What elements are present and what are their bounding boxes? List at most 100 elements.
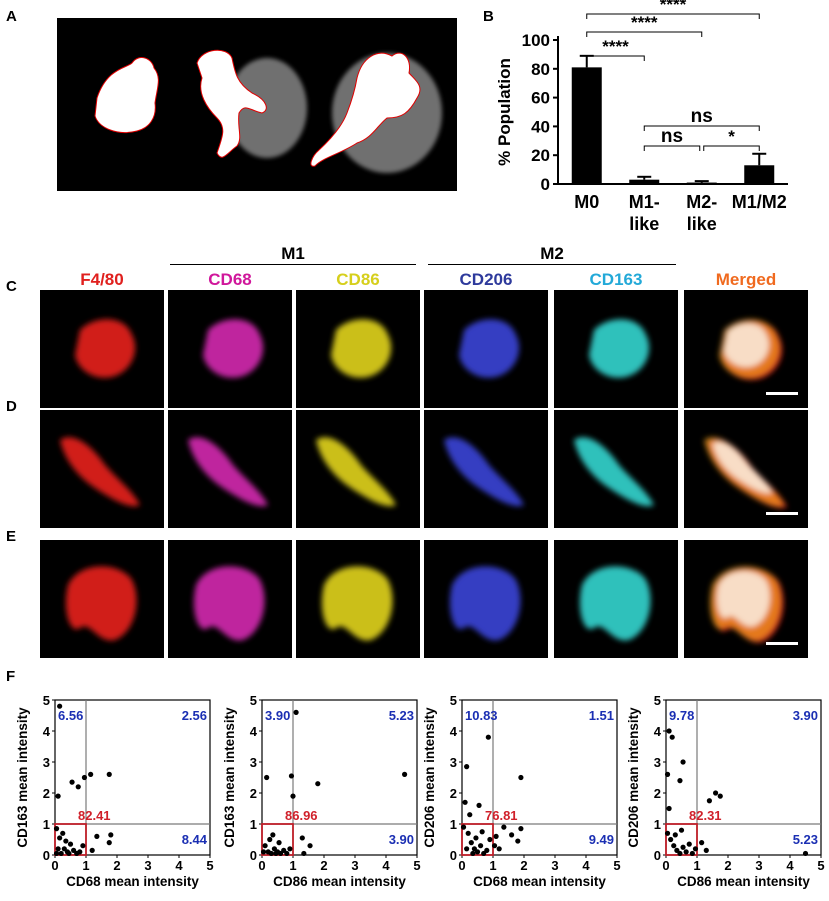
- data-point: [88, 771, 94, 777]
- significance-bracket: [586, 13, 760, 19]
- y-axis-label: CD206 mean intensity: [626, 707, 641, 848]
- data-point: [493, 833, 499, 839]
- data-point: [268, 850, 274, 857]
- x-tick-label: 3: [144, 858, 151, 873]
- data-point: [260, 849, 267, 855]
- significance-bracket: [643, 125, 760, 131]
- data-point: [299, 835, 305, 841]
- x-tick-label: 2: [724, 858, 731, 873]
- bar-m0: [571, 67, 602, 184]
- micrograph-row1-merged: [684, 290, 808, 408]
- plot-frame: [261, 699, 418, 856]
- panel-label-d: D: [6, 398, 17, 415]
- y-tick-label: 2: [450, 786, 457, 801]
- micrograph-row2-cd68: [168, 410, 292, 528]
- quadrant-lower-right: 8.44: [182, 832, 208, 847]
- cell-image: [188, 437, 268, 507]
- cell-image: [719, 319, 783, 380]
- micrograph-row3-merged: [684, 540, 808, 658]
- x-tick-label: 5: [206, 858, 213, 873]
- error-bar: [637, 175, 652, 180]
- quadrant-upper-right: 2.56: [182, 708, 207, 723]
- x-tick-label: 0: [51, 858, 58, 873]
- micrograph-row1-cd86: [296, 290, 420, 408]
- channel-label-cd206: CD206: [459, 270, 513, 289]
- data-point: [464, 846, 470, 852]
- scale-bar: [766, 392, 798, 395]
- data-point: [67, 841, 74, 847]
- cell-outline-image: [94, 49, 442, 173]
- data-point: [273, 850, 279, 857]
- data-point: [53, 850, 60, 857]
- data-point: [478, 843, 484, 849]
- group-label-m2: M2: [540, 244, 564, 263]
- micrograph-row2-merged: [684, 410, 808, 528]
- data-point: [474, 849, 481, 855]
- scatter-plot-2: 00 1 1 2 2 3 3 4 4 5 5 3.90 5.23 86.96 3.90 CD86 mean i…: [222, 693, 421, 889]
- category-label: like: [629, 214, 659, 234]
- data-point: [713, 790, 719, 796]
- data-point: [470, 850, 476, 857]
- data-point: [80, 843, 86, 849]
- x-tick-label: 0: [662, 858, 669, 873]
- y-tick-label: 20: [531, 146, 550, 165]
- x-tick-label: 2: [520, 858, 527, 873]
- y-tick-label: 40: [531, 117, 550, 136]
- data-point: [683, 849, 689, 855]
- data-point: [57, 703, 63, 709]
- y-tick-label: 0: [450, 848, 457, 863]
- cell-image: [331, 319, 392, 378]
- panel-label-a: A: [6, 8, 17, 25]
- x-axis-label: CD68 mean intensity: [473, 874, 606, 889]
- data-point: [518, 774, 524, 781]
- x-axis-label: CD86 mean intensity: [677, 874, 810, 889]
- significance-bracket: [586, 31, 703, 37]
- data-point: [57, 835, 63, 841]
- y-tick-label: 5: [654, 693, 661, 708]
- y-tick-label: 0: [43, 848, 50, 863]
- y-tick-label: 3: [654, 755, 661, 770]
- x-tick-label: 2: [113, 858, 120, 873]
- micrograph-row3-cd68: [168, 540, 292, 658]
- group-line-m2: [428, 264, 676, 265]
- data-point: [515, 838, 521, 844]
- category-label: M0: [574, 192, 599, 212]
- panel-label-f: F: [6, 668, 16, 685]
- plot-frame: [461, 699, 618, 856]
- y-tick-label: 2: [43, 786, 50, 801]
- y-tick-label: 80: [531, 60, 550, 79]
- y-tick-label: 100: [522, 31, 550, 50]
- category-label: like: [687, 214, 717, 234]
- data-point: [94, 833, 100, 839]
- quadrant-upper-left: 3.90: [265, 708, 290, 723]
- cell-image: [65, 566, 137, 641]
- y-tick-label: 2: [654, 786, 661, 801]
- cell-image: [709, 566, 784, 643]
- y-axis-label: % Population: [495, 58, 514, 166]
- quadrant-lower-right: 3.90: [389, 832, 414, 847]
- category-label: M1-: [629, 192, 660, 212]
- plot-frame: [665, 699, 822, 856]
- data-point: [468, 840, 474, 846]
- error-bar: [694, 180, 709, 183]
- panel-label-e: E: [6, 528, 17, 545]
- x-tick-label: 5: [817, 858, 824, 873]
- bar-m1-like: [629, 179, 660, 184]
- micrograph-row2-cd86: [296, 410, 420, 528]
- low-low-gate-box: [461, 823, 494, 856]
- micrograph-row1-f4-80: [40, 290, 164, 408]
- cell-image: [75, 319, 136, 378]
- quadrant-upper-left: 10.83: [465, 708, 498, 723]
- y-tick-label: 4: [450, 724, 458, 739]
- micrograph-row1-cd68: [168, 290, 292, 408]
- data-point: [106, 840, 112, 846]
- data-point: [467, 812, 473, 818]
- y-axis-label: CD163 mean intensity: [222, 707, 237, 848]
- y-tick-label: 5: [43, 693, 50, 708]
- x-tick-label: 3: [551, 858, 558, 873]
- x-axis-label: CD68 mean intensity: [66, 874, 199, 889]
- quadrant-lower-left: 76.81: [485, 808, 518, 823]
- data-point: [678, 827, 685, 833]
- panel-label-c: C: [6, 278, 17, 295]
- data-point: [487, 836, 493, 843]
